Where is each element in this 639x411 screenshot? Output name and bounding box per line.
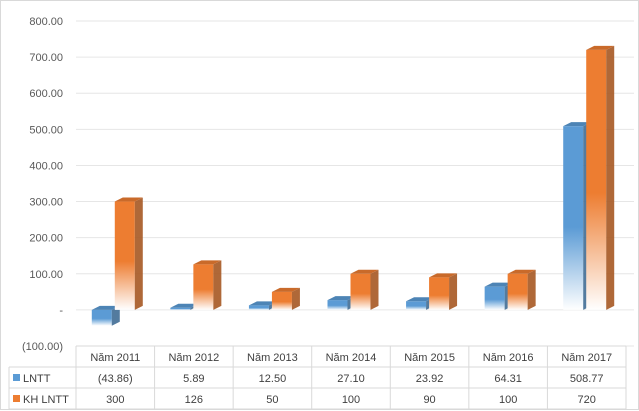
- table-value: 100: [499, 394, 517, 406]
- bar-kh-lntt-0: [114, 197, 143, 310]
- table-value: 5.89: [183, 373, 204, 385]
- legend-label-1: KH LNTT: [23, 394, 69, 406]
- category-label: Năm 2012: [168, 352, 219, 364]
- legend-label-0: LNTT: [23, 373, 51, 385]
- bar-kh-lntt-6: [586, 45, 615, 310]
- y-tick-label: 500.00: [29, 124, 63, 136]
- table-value: 50: [266, 394, 278, 406]
- y-tick-label: 300.00: [29, 197, 63, 209]
- legend-key-0: [13, 374, 20, 381]
- bar-kh-lntt-3: [350, 269, 379, 310]
- y-tick-label: 400.00: [29, 160, 63, 172]
- y-tick-label: -: [59, 305, 63, 317]
- table-value: 508.77: [570, 373, 604, 385]
- y-tick-label: 800.00: [29, 16, 63, 28]
- table-value: (43.86): [98, 373, 133, 385]
- category-label: Năm 2015: [404, 352, 455, 364]
- data-table: Năm 2011 Năm 2012 Năm 2013 Năm 2014 Năm 2015…: [8, 345, 627, 410]
- bar-kh-lntt-2: [271, 287, 300, 310]
- bar-kh-lntt-4: [429, 273, 458, 310]
- bar-lntt-0: [91, 305, 120, 326]
- table-value: 23.92: [416, 373, 444, 385]
- bar-kh-lntt-5: [507, 269, 536, 310]
- category-label: Năm 2016: [483, 352, 534, 364]
- table-value: 27.10: [337, 373, 365, 385]
- category-label: Năm 2011: [90, 352, 140, 364]
- y-tick-label: 700.00: [29, 52, 63, 64]
- legend-key-1: [13, 395, 20, 402]
- table-value: 126: [185, 394, 203, 406]
- table-value: 100: [342, 394, 360, 406]
- y-tick-label: (100.00): [22, 341, 63, 353]
- table-value: 64.31: [494, 373, 522, 385]
- table-value: 90: [423, 394, 435, 406]
- y-tick-label: 200.00: [29, 233, 63, 245]
- table-value: 300: [106, 394, 124, 406]
- category-label: Năm 2013: [247, 352, 298, 364]
- y-axis: 800.00 700.00 600.00 500.00 400.00 300.00 200.…: [22, 16, 63, 353]
- y-tick-label: 100.00: [29, 269, 63, 281]
- category-label: Năm 2017: [561, 352, 612, 364]
- category-label: Năm 2014: [326, 352, 377, 364]
- table-value: 12.50: [259, 373, 287, 385]
- y-tick-label: 600.00: [29, 88, 63, 100]
- bar-kh-lntt-1: [193, 260, 222, 310]
- table-value: 720: [578, 394, 596, 406]
- bars: [91, 45, 615, 326]
